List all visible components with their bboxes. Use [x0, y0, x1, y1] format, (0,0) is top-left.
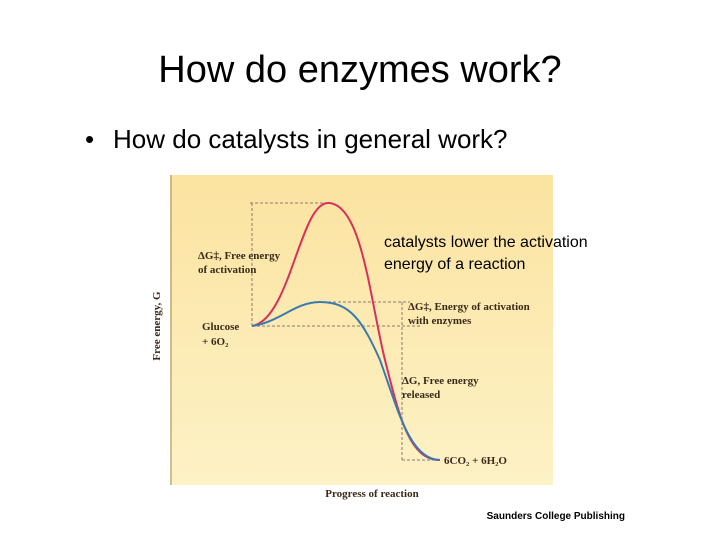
catalyzed-label: with enzymes — [408, 315, 472, 327]
y-axis-label: Free energy, G — [151, 291, 163, 361]
bullet-marker: • — [85, 124, 94, 154]
credit: Saunders College Publishing — [487, 511, 625, 522]
figure-panel — [170, 175, 553, 485]
reactants-label: + 6O₂ — [202, 336, 229, 348]
reactants-label: Glucose — [202, 321, 239, 333]
uncatalyzed-label: ΔG‡, Free energy — [198, 250, 281, 262]
slide-title: How do enzymes work? — [158, 49, 561, 91]
note: energy of a reaction — [384, 256, 525, 273]
bullet: How do catalysts in general work? — [113, 124, 508, 154]
catalyzed-curve — [251, 300, 441, 461]
products-label: 6CO₂ + 6H₂O — [444, 455, 507, 467]
catalyzed-label: ΔG‡, Energy of activation — [408, 301, 530, 313]
x-axis-label: Progress of reaction — [325, 488, 418, 500]
released-label: released — [402, 389, 440, 401]
uncatalyzed-label: of activation — [198, 264, 256, 276]
released-label: ΔG, Free energy — [402, 375, 479, 387]
note: catalysts lower the activation — [384, 234, 588, 251]
guide-lines — [250, 202, 440, 461]
